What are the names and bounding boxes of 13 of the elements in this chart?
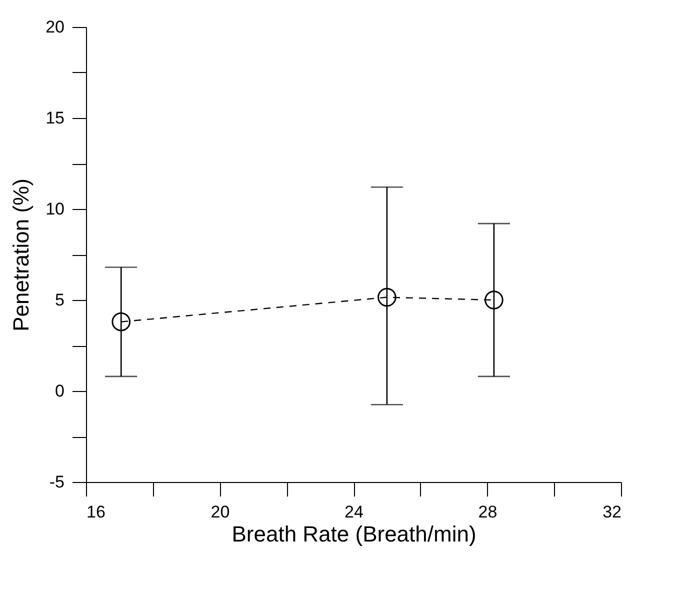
x-tick-label: 32 <box>602 502 622 522</box>
y-tick-label: 20 <box>46 18 64 36</box>
x-tick-label: 16 <box>86 502 106 522</box>
x-tick-label: 28 <box>478 502 498 522</box>
y-tick-label: 15 <box>46 108 64 128</box>
y-tick-label: 5 <box>55 290 64 310</box>
x-tick-label: 20 <box>210 502 230 522</box>
y-axis-title: Penetration (%) <box>8 178 34 332</box>
x-axis-title: Breath Rate (Breath/min) <box>232 522 476 546</box>
y-tick-label: 0 <box>55 382 64 400</box>
x-tick-label: 24 <box>344 502 364 522</box>
y-tick-label: 10 <box>46 200 64 218</box>
y-tick-label: -5 <box>49 472 64 492</box>
